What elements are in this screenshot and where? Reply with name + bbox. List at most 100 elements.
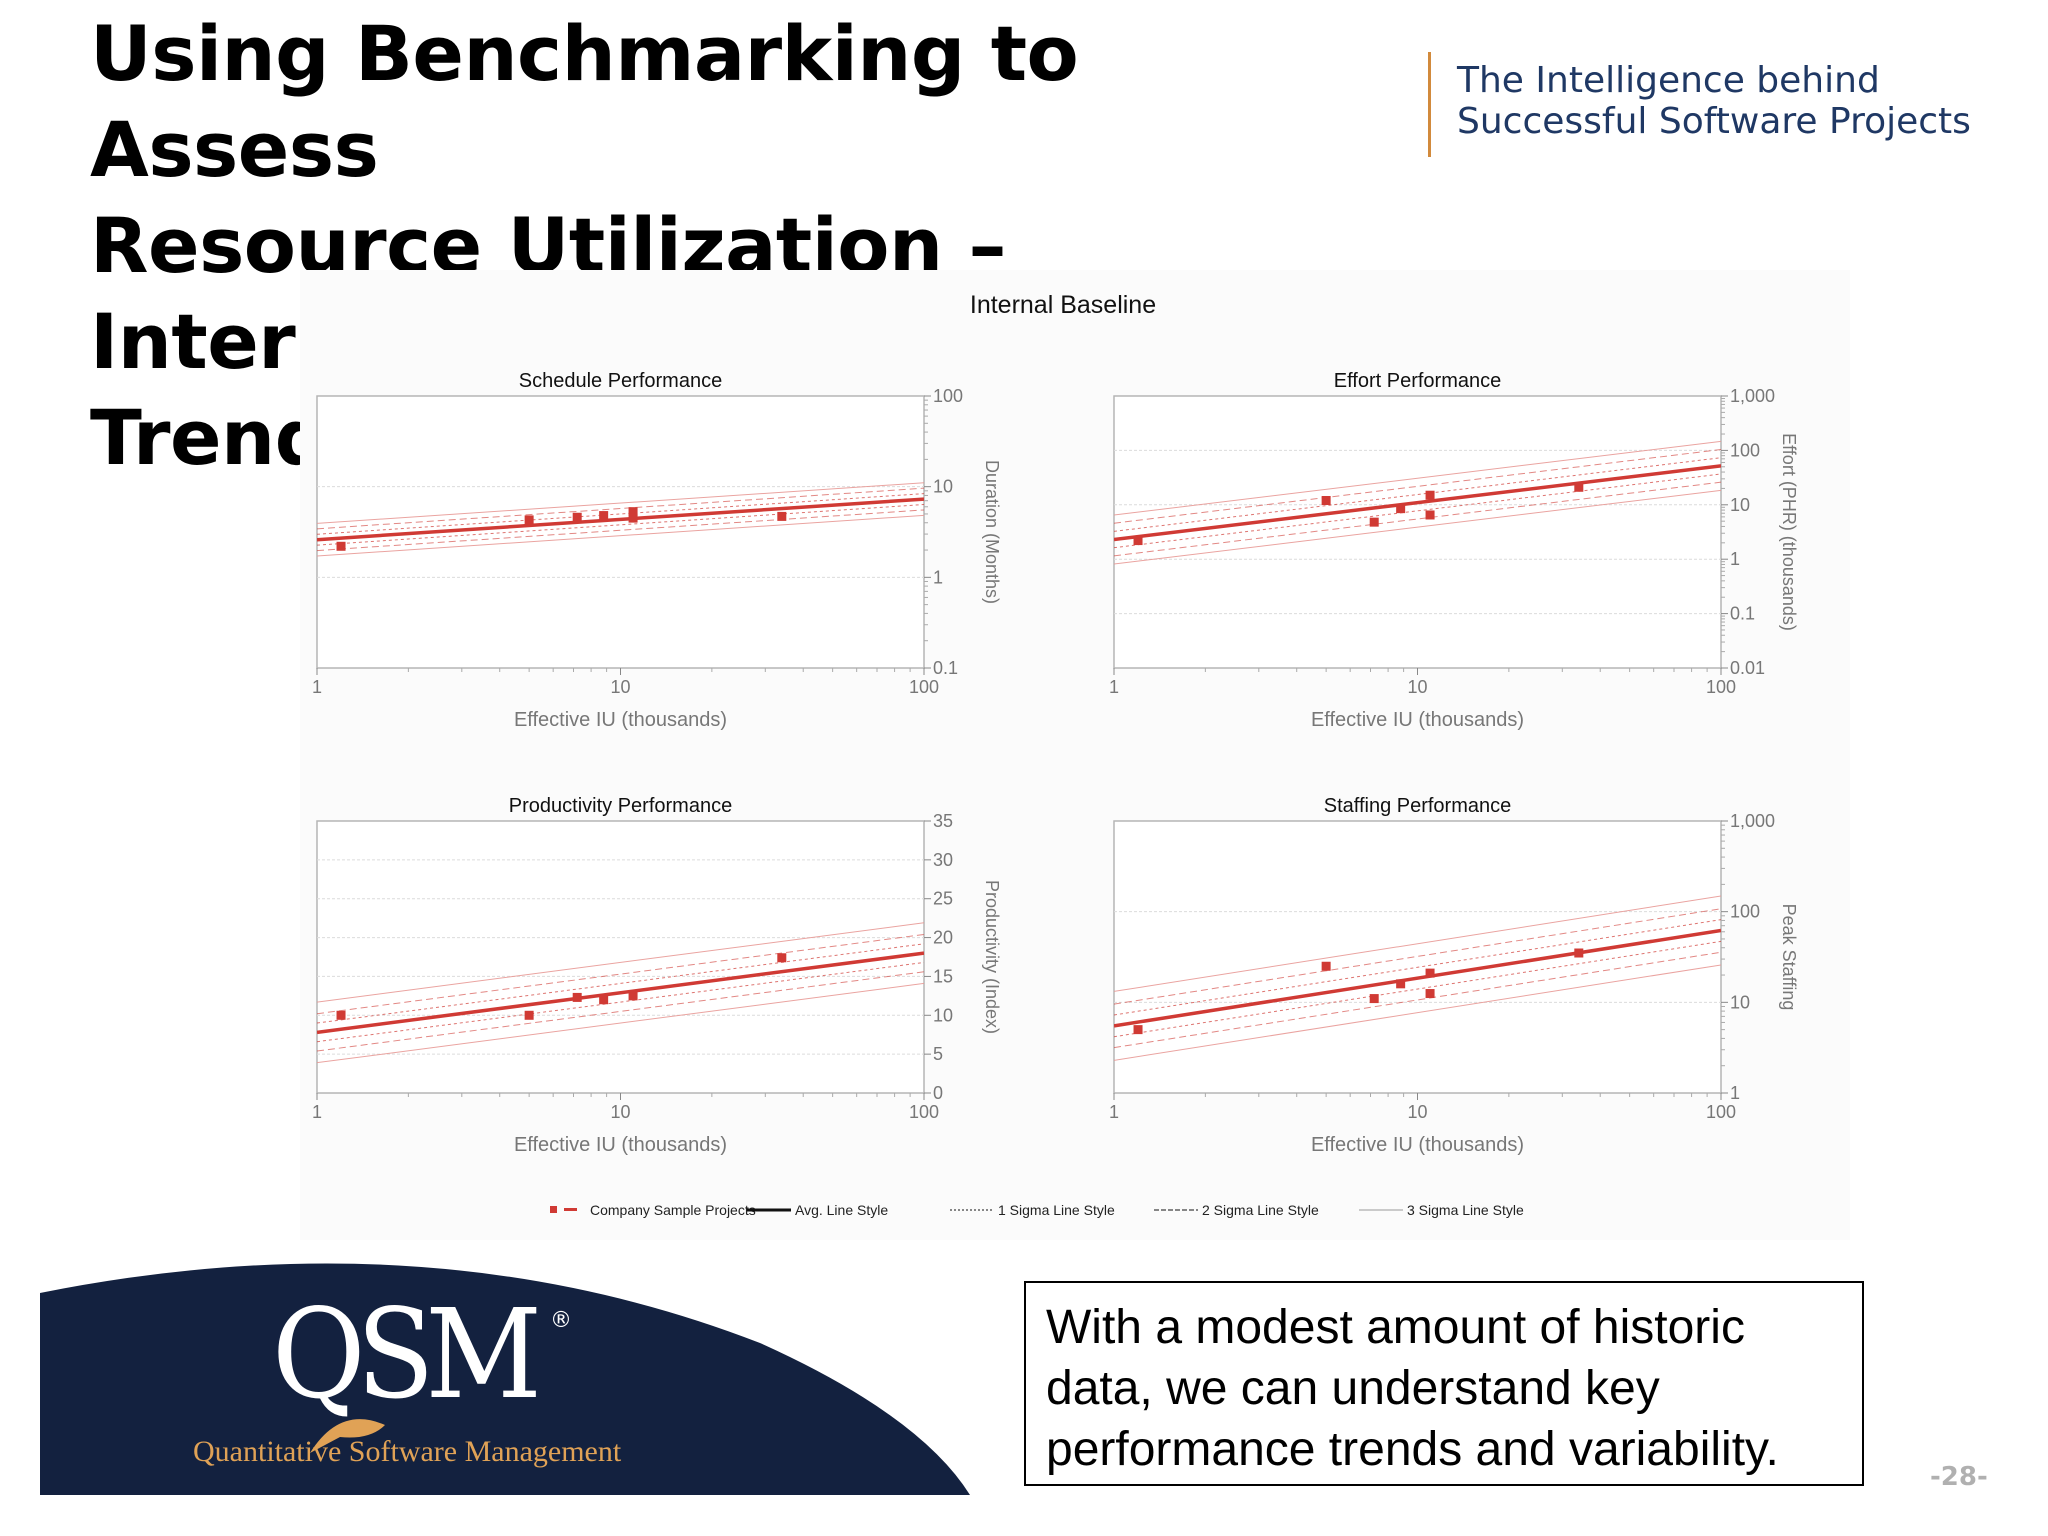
data-point <box>1425 490 1435 500</box>
qsm-logo-text: QSM <box>272 1283 542 1427</box>
sigma-2-line <box>1114 481 1721 557</box>
x-tick-label: 10 <box>610 677 630 697</box>
qsm-logo-subtitle: Quantitative Software Management <box>193 1435 622 1468</box>
legend-item-sigma1: 1 Sigma Line Style <box>950 1202 1115 1218</box>
x-tick-label: 1 <box>1109 677 1119 697</box>
sigma-3-line <box>317 922 924 1003</box>
data-point <box>1133 1025 1143 1035</box>
sigma-2-line <box>317 933 924 1015</box>
y-axis-label: Effort (PHR) (thousands) <box>1779 433 1799 631</box>
y-tick-label: 1 <box>933 567 943 587</box>
data-point <box>1396 979 1406 989</box>
y-tick-label: 10 <box>1730 992 1750 1012</box>
sigma-1-line <box>317 503 924 546</box>
data-point <box>599 511 609 521</box>
y-tick-label: 10 <box>1730 495 1750 515</box>
note-box: With a modest amount of historic data, w… <box>1024 1281 1864 1486</box>
qsm-logo-banner <box>40 1263 970 1495</box>
y-tick-label: 25 <box>933 889 953 909</box>
data-point <box>777 511 787 521</box>
subchart-title: Schedule Performance <box>519 370 722 392</box>
sigma-3-line <box>1114 964 1721 1061</box>
trend-lines <box>1114 895 1721 1061</box>
data-point <box>1133 536 1143 546</box>
data-point <box>1425 510 1435 520</box>
data-point <box>1425 968 1435 978</box>
subchart-title: Productivity Performance <box>509 795 732 817</box>
sigma-2-line <box>317 971 924 1052</box>
y-tick-label: 0 <box>933 1083 943 1103</box>
data-point <box>777 953 787 963</box>
sigma-2-line <box>1114 449 1721 524</box>
y-tick-label: 0.1 <box>933 658 958 678</box>
sigma-1-line <box>317 961 924 1043</box>
y-tick-label: 30 <box>933 850 953 870</box>
legend-item-avg: Avg. Line Style <box>747 1202 888 1218</box>
legend-label: 1 Sigma Line Style <box>998 1202 1115 1218</box>
y-tick-label: 20 <box>933 928 953 948</box>
chart-legend: Company Sample Projects Avg. Line Style 1 … <box>550 1202 1524 1218</box>
sigma-2-line <box>317 509 924 552</box>
y-tick-label: 1,000 <box>1730 811 1775 831</box>
x-tick-label: 10 <box>610 1102 630 1122</box>
sigma-1-line <box>317 943 924 1024</box>
note-line-1: With a modest amount of historic <box>1046 1301 1745 1354</box>
y-tick-label: 100 <box>933 386 963 406</box>
y-tick-label: 35 <box>933 811 953 831</box>
data-point <box>336 541 346 551</box>
sigma-2-line <box>317 487 924 530</box>
data-point <box>1396 504 1406 514</box>
data-point <box>1574 482 1584 492</box>
legend-label: Company Sample Projects <box>590 1202 756 1218</box>
note-line-3: performance trends and variability. <box>1046 1423 1779 1476</box>
sigma-3-line <box>1114 895 1721 992</box>
data-point <box>1574 948 1584 958</box>
subchart-title: Effort Performance <box>1334 370 1501 392</box>
x-tick-label: 10 <box>1407 677 1427 697</box>
sigma-3-line <box>1114 440 1721 516</box>
avg-line <box>1114 464 1721 542</box>
y-tick-label: 0.01 <box>1730 658 1765 678</box>
tagline-accent-bar <box>1428 52 1431 157</box>
x-tick-label: 10 <box>1407 1102 1427 1122</box>
y-tick-label: 15 <box>933 966 953 986</box>
subchart-title: Staffing Performance <box>1324 795 1512 817</box>
x-axis-label: Effective IU (thousands) <box>1311 1134 1524 1156</box>
y-tick-label: 100 <box>1730 902 1760 922</box>
y-tick-label: 1,000 <box>1730 386 1775 406</box>
plot-frame <box>1113 395 1722 669</box>
y-tick-label: 1 <box>1730 549 1740 569</box>
x-tick-label: 100 <box>909 677 939 697</box>
x-tick-label: 100 <box>909 1102 939 1122</box>
avg-line <box>1114 928 1721 1028</box>
data-point <box>628 991 638 1001</box>
trend-lines <box>317 922 924 1064</box>
y-axis-label: Productivity (Index) <box>982 880 1002 1034</box>
title-line-1: Using Benchmarking to Assess <box>90 9 1079 194</box>
data-point <box>1425 989 1435 999</box>
tagline-line-2: Successful Software Projects <box>1457 101 1971 142</box>
legend-label: 2 Sigma Line Style <box>1202 1202 1319 1218</box>
x-tick-label: 100 <box>1706 677 1736 697</box>
x-tick-label: 1 <box>312 1102 322 1122</box>
avg-line <box>317 951 924 1035</box>
tagline-line-1: The Intelligence behind <box>1457 60 1880 101</box>
data-point <box>1321 495 1331 505</box>
legend-item-sigma2: 2 Sigma Line Style <box>1154 1202 1319 1218</box>
x-axis-label: Effective IU (thousands) <box>514 1134 727 1156</box>
sigma-3-line <box>317 982 924 1064</box>
y-tick-label: 5 <box>933 1044 943 1064</box>
y-tick-label: 10 <box>933 477 953 497</box>
logo-q-tail <box>310 1419 385 1453</box>
data-point <box>1369 994 1379 1004</box>
y-tick-label: 10 <box>933 1005 953 1025</box>
data-point <box>336 1010 346 1020</box>
trend-lines <box>317 482 924 557</box>
plot-frame <box>1113 820 1722 1094</box>
data-point <box>524 1010 534 1020</box>
legend-label: 3 Sigma Line Style <box>1407 1202 1524 1218</box>
